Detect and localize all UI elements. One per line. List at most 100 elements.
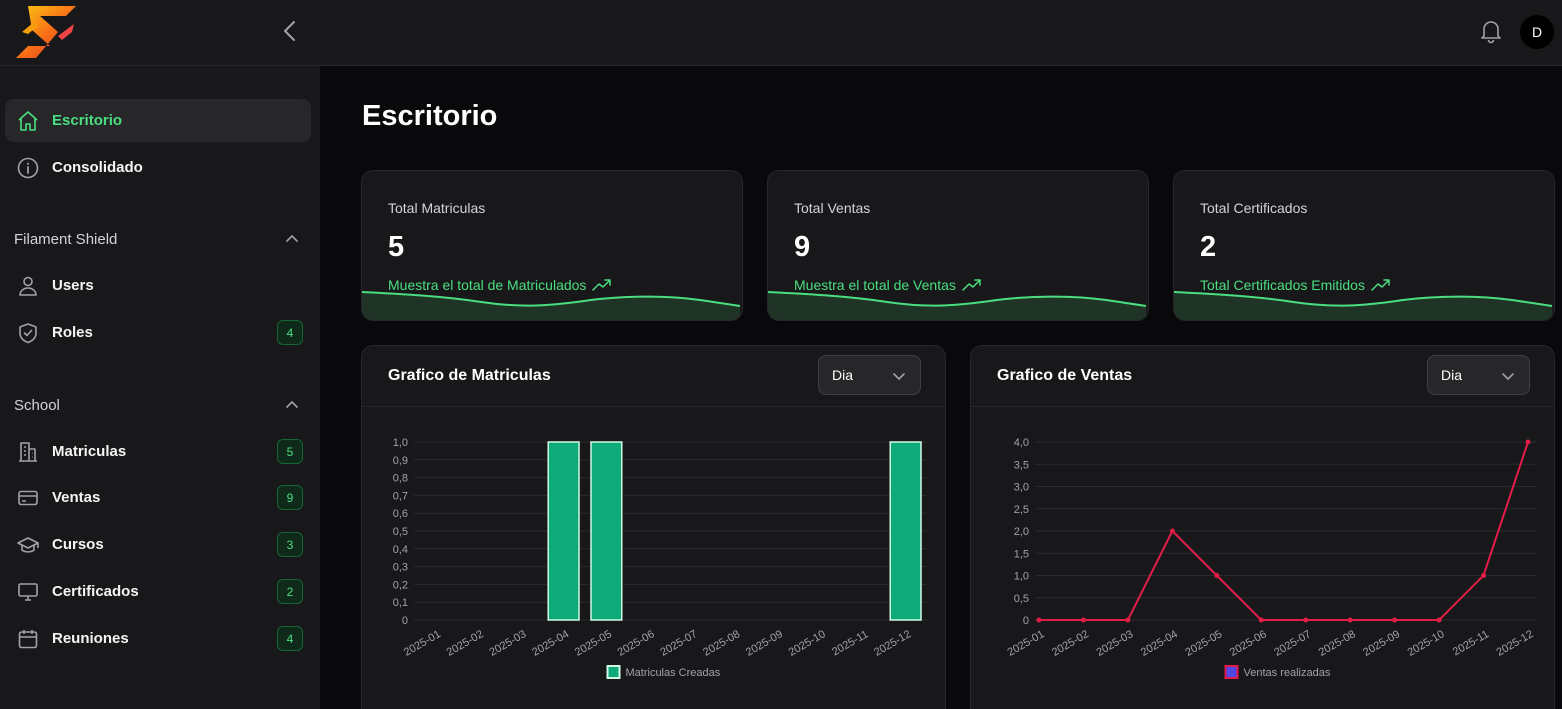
sparkline	[362, 291, 741, 320]
sidebar-item-users[interactable]: Users	[5, 264, 311, 307]
chevron-up-icon[interactable]	[283, 396, 301, 414]
chevron-left-icon[interactable]	[278, 18, 302, 44]
graduation-cap-icon	[17, 537, 39, 553]
x-tick-label: 2025-01	[1006, 628, 1047, 659]
user-icon	[19, 276, 37, 296]
y-tick-label: 0,4	[393, 544, 408, 556]
y-tick-label: 1,0	[1014, 571, 1029, 583]
y-tick-label: 4,0	[1014, 437, 1029, 449]
data-point[interactable]	[1347, 617, 1353, 623]
legend-swatch	[606, 665, 621, 679]
data-point[interactable]	[1436, 617, 1442, 623]
x-tick-label: 2025-07	[658, 628, 699, 659]
stat-card-certificados: Total Certificados 2 Total Certificados …	[1173, 170, 1555, 321]
x-tick-label: 2025-07	[1272, 628, 1313, 659]
stat-card-ventas: Total Ventas 9 Muestra el total de Venta…	[767, 170, 1149, 321]
sidebar-item-reuniones[interactable]: Reuniones 4	[5, 617, 311, 660]
x-tick-label: 2025-04	[530, 628, 571, 659]
y-tick-label: 0,2	[393, 579, 408, 591]
legend-label[interactable]: Matriculas Creadas	[626, 667, 721, 679]
page-title: Escritorio	[362, 100, 498, 132]
data-point[interactable]	[1392, 617, 1398, 623]
chart-card-matriculas: Grafico de Matriculas Dia 0 0,1 0,2 0,3 0,4 0…	[361, 345, 946, 709]
avatar[interactable]: D	[1520, 15, 1554, 49]
home-icon	[18, 111, 38, 131]
data-point[interactable]	[1303, 617, 1309, 623]
data-point[interactable]	[1525, 439, 1531, 445]
bell-icon[interactable]	[1478, 18, 1504, 44]
sidebar-item-escritorio[interactable]: Escritorio	[5, 99, 311, 142]
stat-description-text: Total Certificados Emitidos	[1200, 277, 1365, 293]
sidebar-item-label: Users	[52, 277, 94, 294]
x-tick-label: 2025-08	[701, 628, 742, 659]
data-point[interactable]	[1125, 617, 1131, 623]
bar[interactable]	[889, 441, 922, 621]
x-tick-label: 2025-08	[1317, 628, 1358, 659]
y-tick-label: 0	[1023, 615, 1029, 627]
x-tick-label: 2025-03	[1094, 628, 1135, 659]
select-value: Dia	[832, 367, 854, 383]
bar[interactable]	[590, 441, 623, 621]
y-tick-label: 0,5	[1014, 593, 1029, 605]
x-tick-label: 2025-05	[573, 628, 614, 659]
x-tick-label: 2025-09	[1361, 628, 1402, 659]
count-badge: 4	[277, 626, 303, 651]
shield-icon	[19, 323, 37, 344]
topbar: D	[0, 0, 1562, 66]
chevron-down-icon	[893, 373, 905, 381]
chart-header: Grafico de Matriculas Dia	[362, 346, 945, 407]
sidebar-item-label: Cursos	[52, 536, 104, 553]
stat-label: Total Ventas	[794, 200, 871, 216]
data-point[interactable]	[1481, 573, 1487, 578]
group-label-school: School	[14, 397, 60, 414]
data-point[interactable]	[1169, 528, 1175, 534]
bar[interactable]	[547, 441, 580, 621]
x-tick-label: 2025-12	[1495, 628, 1536, 659]
stat-description-text: Muestra el total de Ventas	[794, 277, 956, 293]
data-point[interactable]	[1214, 573, 1220, 578]
stat-description: Muestra el total de Ventas	[794, 277, 982, 293]
sidebar-item-ventas[interactable]: Ventas 9	[5, 476, 311, 519]
stat-description: Total Certificados Emitidos	[1200, 277, 1391, 293]
sidebar-item-roles[interactable]: Roles 4	[5, 311, 311, 354]
sidebar-item-consolidado[interactable]: Consolidado	[5, 146, 311, 189]
x-tick-label: 2025-04	[1139, 628, 1180, 659]
select-value: Dia	[1441, 367, 1463, 383]
data-point[interactable]	[1258, 617, 1264, 623]
x-tick-label: 2025-06	[616, 628, 657, 659]
sidebar-item-cursos[interactable]: Cursos 3	[5, 523, 311, 566]
chart-filter-select[interactable]: Dia	[818, 355, 921, 395]
count-badge: 2	[277, 579, 303, 604]
sidebar-item-matriculas[interactable]: Matriculas 5	[5, 430, 311, 473]
y-tick-label: 0,8	[393, 473, 408, 485]
x-tick-label: 2025-05	[1183, 628, 1224, 659]
y-tick-label: 3,0	[1014, 482, 1029, 494]
y-tick-label: 0,3	[393, 562, 408, 574]
stat-label: Total Certificados	[1200, 200, 1308, 216]
calendar-icon	[18, 630, 38, 649]
y-tick-label: 0,1	[393, 597, 408, 609]
legend-label[interactable]: Ventas realizadas	[1244, 667, 1331, 679]
x-tick-label: 2025-03	[487, 628, 528, 659]
data-point[interactable]	[1036, 617, 1042, 623]
x-tick-label: 2025-12	[872, 628, 913, 659]
sidebar-item-label: Roles	[52, 324, 93, 341]
brand-logo[interactable]	[14, 4, 80, 60]
group-label-filament-shield: Filament Shield	[14, 231, 118, 248]
x-tick-label: 2025-11	[830, 628, 870, 658]
count-badge: 3	[277, 532, 303, 557]
sidebar-item-label: Matriculas	[52, 443, 127, 460]
y-tick-label: 1,0	[393, 437, 408, 449]
y-tick-label: 0	[402, 615, 408, 627]
chart-title: Grafico de Ventas	[997, 367, 1133, 384]
data-point[interactable]	[1080, 617, 1086, 623]
chevron-up-icon[interactable]	[283, 230, 301, 248]
x-tick-label: 2025-10	[1406, 628, 1447, 659]
sidebar-item-label: Ventas	[52, 489, 101, 506]
x-tick-label: 2025-01	[402, 628, 443, 659]
chart-filter-select[interactable]: Dia	[1427, 355, 1530, 395]
x-tick-label: 2025-11	[1451, 628, 1491, 658]
trending-up-icon	[592, 279, 612, 291]
chevron-down-icon	[1502, 373, 1514, 381]
sidebar-item-certificados[interactable]: Certificados 2	[5, 570, 311, 613]
